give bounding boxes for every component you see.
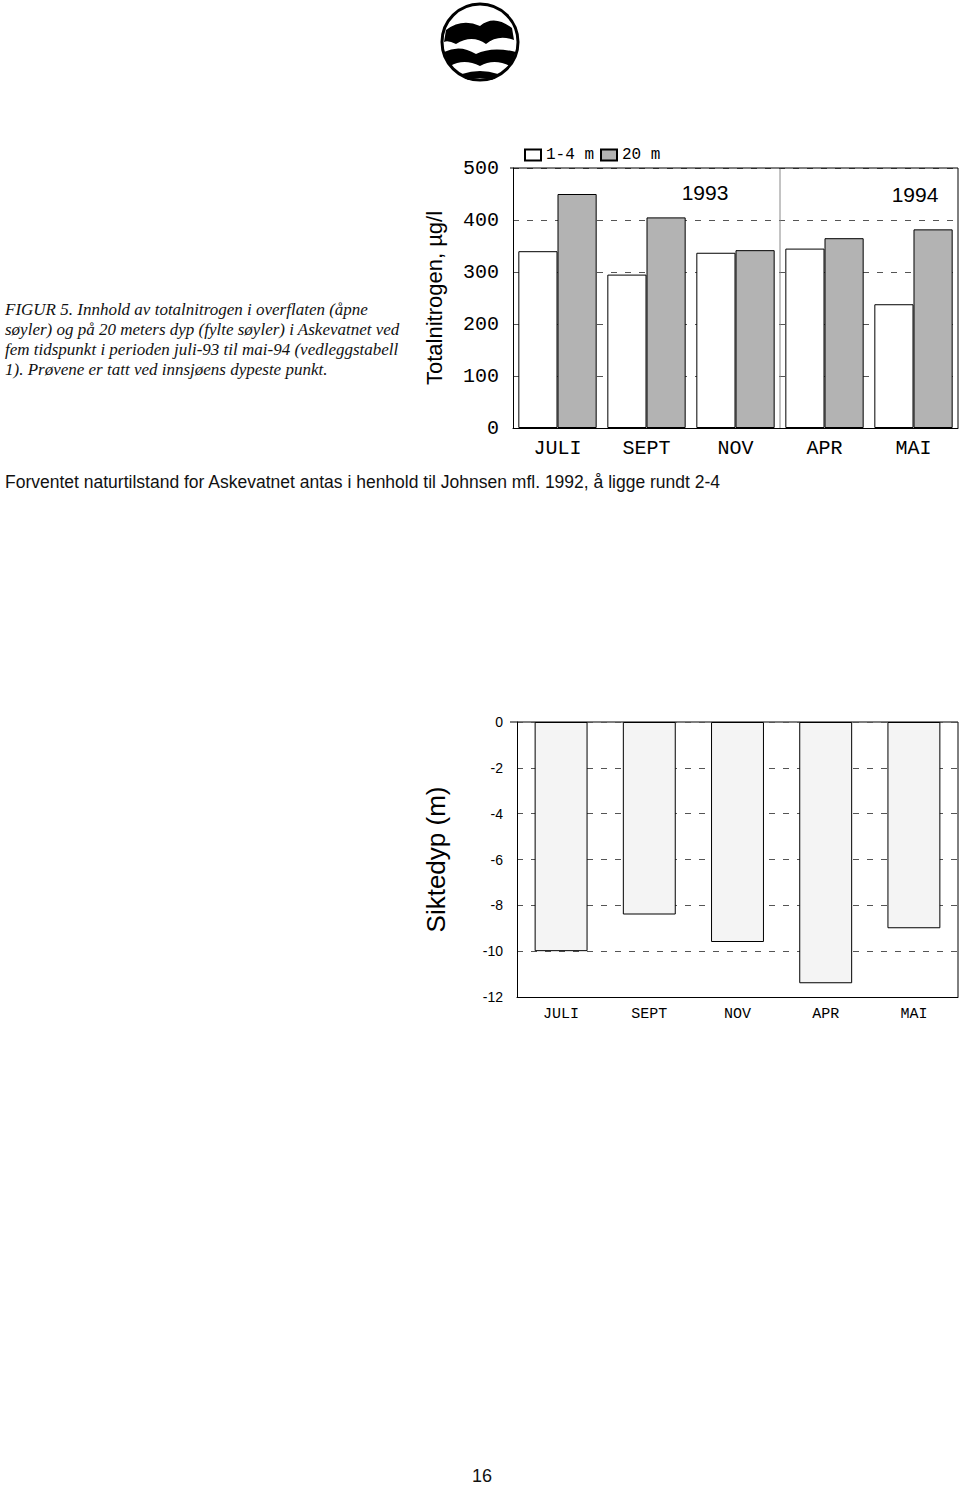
svg-text:-8: -8 <box>491 897 504 913</box>
svg-text:0: 0 <box>487 417 499 440</box>
svg-text:0: 0 <box>495 714 503 730</box>
svg-text:300: 300 <box>463 261 499 284</box>
svg-text:20 m: 20 m <box>622 146 660 164</box>
html-text:Forventet naturtilstand for As: Forventet naturtilstand for Askevatnet a… <box>5 472 720 492</box>
svg-text:JULI: JULI <box>543 1006 579 1023</box>
html-text:FIGUR 5. Innhold av totalnitro: FIGUR 5. Innhold av totalnitrogen i over… <box>5 300 400 379</box>
svg-text:APR: APR <box>806 437 842 460</box>
svg-text:1-4 m: 1-4 m <box>546 146 594 164</box>
svg-text:1993: 1993 <box>682 181 729 204</box>
svg-text:100: 100 <box>463 365 499 388</box>
svg-text:500: 500 <box>463 157 499 180</box>
svg-text:-6: -6 <box>491 852 504 868</box>
svg-text:NOV: NOV <box>724 1006 751 1023</box>
svg-text:-12: -12 <box>483 989 503 1005</box>
svg-text:NOV: NOV <box>717 437 753 460</box>
svg-text:1994: 1994 <box>892 183 939 206</box>
svg-text:-2: -2 <box>491 760 504 776</box>
svg-text:Totalnitrogen, µg/l: Totalnitrogen, µg/l <box>422 211 447 385</box>
svg-text:200: 200 <box>463 313 499 336</box>
svg-text:JULI: JULI <box>533 437 581 460</box>
svg-text:Siktedyp (m): Siktedyp (m) <box>421 787 451 933</box>
svg-text:400: 400 <box>463 209 499 232</box>
html-text:16: 16 <box>472 1466 492 1486</box>
svg-text:MAI: MAI <box>900 1006 927 1023</box>
svg-text:SEPT: SEPT <box>631 1006 667 1023</box>
svg-text:APR: APR <box>812 1006 839 1023</box>
svg-text:-4: -4 <box>491 806 504 822</box>
svg-text:MAI: MAI <box>895 437 931 460</box>
svg-text:SEPT: SEPT <box>622 437 670 460</box>
svg-text:-10: -10 <box>483 943 503 959</box>
